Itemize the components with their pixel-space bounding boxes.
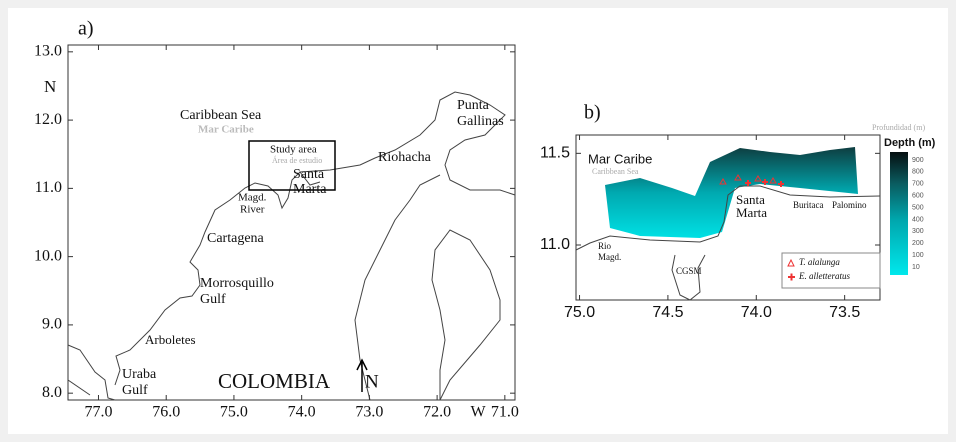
place-label: Santa [293,167,325,182]
y-tick-label: 13.0 [34,42,62,59]
colorbar [890,152,908,275]
place-label: Punta [457,98,490,113]
place-label: Gulf [122,383,148,398]
place-label: Mar Caribe [198,124,254,136]
legend-label: T. alalunga [799,257,840,267]
colorbar-tick-label: 800 [912,169,924,176]
x-tick-label: 73.0 [355,404,383,421]
tunny-point [745,179,784,187]
y-tick-label: 9.0 [42,316,62,333]
legend-symbol [788,273,795,281]
colorbar-tick-label: 700 [912,181,924,188]
place-label: Área de estudio [272,155,322,165]
coastline [67,91,516,401]
legend-label: E. alletteratus [798,271,850,281]
x-tick-label: 73.5 [829,304,860,321]
x-tick-label: 75.0 [564,304,595,321]
y-tick-label: 10.0 [34,247,62,264]
place-label: Rio [598,241,612,251]
place-label: Buritaca [793,200,824,210]
colorbar-title: Depth (m) [884,137,936,149]
place-label: Study area [270,144,317,156]
place-label: CGSM [676,266,702,276]
x-tick-label: 72.0 [423,404,451,421]
place-label: Caribbean Sea [180,108,262,123]
albacore-point [719,174,777,185]
place-label: Riohacha [378,150,432,165]
axis-label: W [470,404,486,421]
north-arrow-label: N [365,371,379,392]
colorbar-tick-label: 400 [912,216,924,223]
place-label: Arboletes [145,332,196,347]
place-label: Marta [736,205,767,220]
colorbar-tick-label: 900 [912,157,924,164]
place-label: Marta [293,182,327,197]
north-arrow [356,358,368,392]
panel-label: b) [584,102,601,124]
place-label: Magd. [598,252,621,262]
y-tick-label: 11.0 [540,236,570,253]
country-label: COLOMBIA [218,369,331,393]
place-label: Caribbean Sea [592,167,639,176]
x-tick-label: 74.0 [288,404,316,421]
coast-path [67,91,516,401]
coast-path [575,185,881,251]
colorbar-tick-label: 600 [912,193,924,200]
sightings [719,174,784,187]
place-label: Magd. [238,192,267,204]
colorbar-tick-label: 100 [912,252,924,259]
border-path [354,174,501,401]
y-tick-label: 8.0 [42,384,62,401]
colorbar-tick-label: 10 [912,264,920,271]
x-tick-label: 77.0 [84,404,112,421]
place-label: Morrosquillo [200,276,274,291]
place-label: River [240,204,265,216]
y-tick-label: 11.0 [35,179,62,196]
place-label: Santa [736,192,765,207]
place-label: Gulf [200,292,226,307]
place-label: Uraba [122,367,157,382]
faint-label: Profundidad (m) [872,123,925,132]
content-area [8,8,948,434]
river-path [67,171,321,396]
colorbar-tick-label: 500 [912,204,924,211]
axis-label: N [44,77,56,96]
colorbar-ticks: 900 800 700 600 500 400 300 200 100 10 [912,157,924,271]
x-tick-label: 74.0 [741,304,772,321]
place-label: Cartagena [207,231,265,246]
y-tick-label: 11.5 [540,145,570,162]
place-label: Palomino [832,200,867,210]
x-tick-label: 75.0 [220,404,248,421]
x-tick-label: 74.5 [652,304,683,321]
study-area-box [248,140,336,191]
place-label: Mar Caribe [588,151,652,166]
x-tick-label: 76.0 [152,404,180,421]
colorbar-tick-label: 300 [912,228,924,235]
legend-box [781,252,881,289]
map-frame [575,134,881,301]
panel-label: a) [78,18,94,40]
y-tick-label: 12.0 [34,111,62,128]
cgsm-path [671,254,706,301]
map-frame [67,44,516,401]
place-label: Gallinas [457,114,504,129]
legend-symbol [787,258,795,267]
x-tick-label: 71.0 [491,404,519,421]
colorbar-tick-label: 200 [912,240,924,247]
